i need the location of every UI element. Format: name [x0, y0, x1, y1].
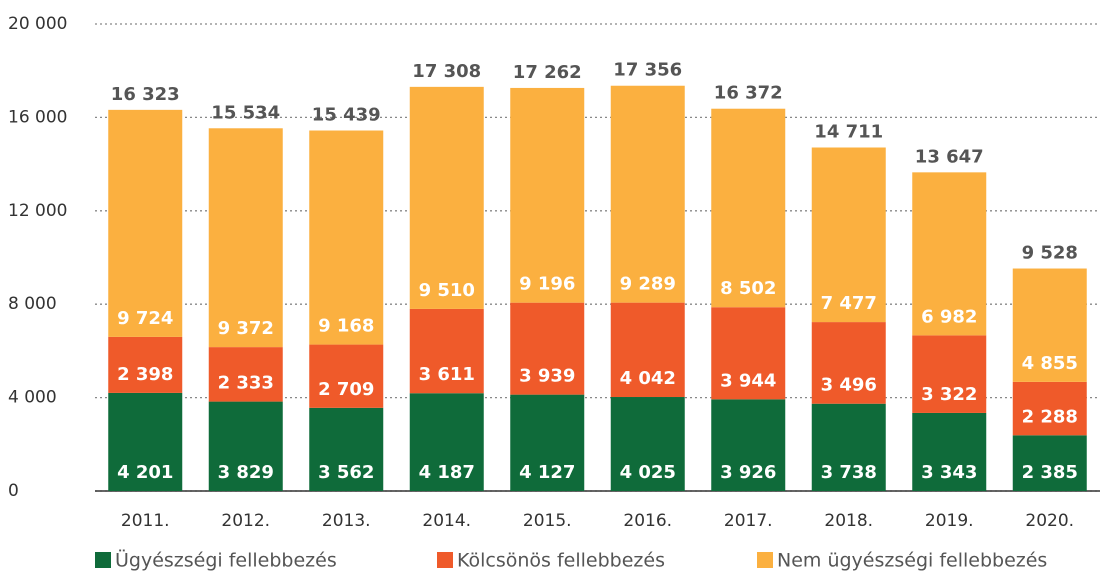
y-tick-label: 4 000	[8, 388, 57, 408]
segment-label: 7 477	[821, 293, 877, 314]
segment-label: 3 562	[318, 462, 374, 483]
bar-segment	[912, 412, 987, 491]
x-tick-label: 2011.	[121, 511, 170, 531]
x-tick-label: 2020.	[1025, 511, 1074, 531]
x-tick-label: 2015.	[523, 511, 572, 531]
segment-label: 9 289	[620, 274, 676, 295]
x-tick-label: 2017.	[724, 511, 773, 531]
segment-label: 3 939	[519, 366, 575, 387]
bar-segment	[610, 397, 685, 491]
total-label: 17 308	[412, 61, 481, 82]
x-tick-label: 2012.	[221, 511, 270, 531]
total-label: 17 262	[513, 62, 582, 83]
segment-label: 3 738	[821, 462, 877, 483]
segment-label: 3 343	[921, 462, 977, 483]
total-label: 15 534	[211, 102, 280, 123]
bar-segment	[711, 399, 786, 491]
segment-label: 3 926	[720, 462, 776, 483]
bar-segment	[409, 86, 484, 309]
segment-label: 9 372	[218, 318, 274, 339]
bar-segment	[610, 302, 685, 398]
segment-label: 2 288	[1022, 406, 1078, 427]
y-tick-label: 20 000	[8, 14, 67, 34]
bar-segment	[208, 347, 283, 402]
segment-label: 2 333	[218, 373, 274, 394]
bar-segment	[108, 109, 183, 337]
bar-segment	[208, 401, 283, 491]
bar-segment	[108, 392, 183, 491]
bar-segment	[711, 307, 786, 400]
bar-segment	[1012, 381, 1087, 436]
bar-segment	[108, 336, 183, 393]
segment-label: 9 168	[318, 316, 374, 337]
bar-segment	[811, 403, 886, 491]
legend-label: Nem ügyészségi fellebbezés	[777, 550, 1047, 572]
segment-label: 3 829	[218, 462, 274, 483]
segment-label: 9 196	[519, 274, 575, 295]
segment-label: 4 025	[620, 462, 676, 483]
segment-label: 3 611	[419, 364, 475, 385]
x-tick-label: 2018.	[824, 511, 873, 531]
bar-segment	[510, 87, 585, 303]
bar-segment	[1012, 268, 1087, 382]
segment-label: 2 398	[117, 364, 173, 385]
total-label: 13 647	[915, 146, 984, 167]
y-tick-label: 12 000	[8, 201, 67, 221]
total-label: 9 528	[1022, 243, 1078, 264]
legend-swatch	[437, 552, 453, 568]
segment-label: 8 502	[720, 278, 776, 299]
y-tick-label: 0	[8, 481, 19, 501]
legend-swatch	[757, 552, 773, 568]
segment-label: 4 855	[1022, 353, 1078, 374]
x-tick-label: 2014.	[422, 511, 471, 531]
total-label: 17 356	[613, 60, 682, 81]
segment-label: 4 127	[519, 462, 575, 483]
total-label: 14 711	[814, 121, 883, 142]
bar-segment	[811, 322, 886, 404]
x-tick-label: 2016.	[623, 511, 672, 531]
bar-segment	[912, 335, 987, 413]
y-tick-label: 8 000	[8, 294, 57, 314]
segment-label: 4 201	[117, 462, 173, 483]
bar-segment	[409, 308, 484, 394]
segment-label: 2 385	[1022, 462, 1078, 483]
segment-label: 6 982	[921, 306, 977, 327]
bar-segment	[208, 128, 283, 348]
segment-label: 2 709	[318, 379, 374, 400]
segment-label: 4 187	[419, 462, 475, 483]
bar-segment	[409, 393, 484, 491]
bar-segment	[309, 130, 384, 345]
segment-label: 3 322	[921, 384, 977, 405]
segment-label: 3 496	[821, 375, 877, 396]
bar-segment	[811, 147, 886, 323]
bar-segment	[711, 108, 786, 308]
x-tick-label: 2019.	[925, 511, 974, 531]
total-label: 16 372	[714, 83, 783, 104]
segment-label: 4 042	[620, 368, 676, 389]
y-tick-label: 16 000	[8, 107, 67, 127]
legend-label: Ügyészségi fellebbezés	[115, 549, 337, 572]
bar-segment	[309, 344, 384, 408]
bar-segment	[510, 302, 585, 395]
bar-segment	[510, 394, 585, 491]
total-label: 16 323	[111, 84, 180, 105]
segment-label: 9 510	[419, 280, 475, 301]
bar-segment	[912, 172, 987, 336]
total-label: 15 439	[312, 104, 381, 125]
bar-segment	[610, 85, 685, 303]
x-tick-label: 2013.	[322, 511, 371, 531]
bar-segment	[1012, 435, 1087, 491]
bar-segment	[309, 407, 384, 491]
legend-swatch	[95, 552, 111, 568]
legend-label: Kölcsönös fellebbezés	[457, 550, 665, 572]
segment-label: 9 724	[117, 308, 173, 329]
segment-label: 3 944	[720, 370, 776, 391]
